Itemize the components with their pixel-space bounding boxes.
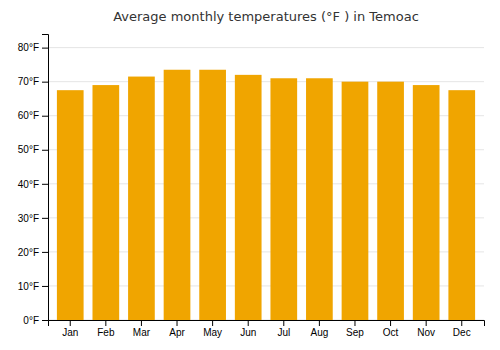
y-tick-label: 70°F — [18, 76, 39, 87]
x-tick: Mar — [133, 320, 151, 338]
bars — [57, 70, 475, 320]
x-axis-line — [49, 321, 485, 327]
y-tick: 50°F — [18, 144, 48, 155]
x-tick: Sep — [346, 320, 364, 338]
y-tick: 30°F — [18, 213, 48, 224]
x-tick-mark — [390, 320, 391, 326]
bar — [128, 77, 155, 320]
y-tick: 80°F — [18, 42, 48, 53]
x-tick-mark — [177, 320, 178, 326]
x-tick: Nov — [417, 320, 435, 338]
y-tick-mark — [42, 48, 48, 49]
bar — [57, 90, 84, 320]
x-tick-label: May — [203, 327, 222, 338]
y-tick-mark — [42, 286, 48, 287]
y-tick: 10°F — [18, 281, 48, 292]
x-tick-mark — [354, 320, 355, 326]
bar — [377, 82, 404, 320]
x-tick: Aug — [310, 320, 328, 338]
x-tick-label: Mar — [133, 327, 151, 338]
y-tick: 40°F — [18, 179, 48, 190]
x-tick-label: Nov — [417, 327, 435, 338]
title: Average monthly temperatures (°F ) in Te… — [113, 9, 419, 24]
y-tick-label: 10°F — [18, 281, 39, 292]
x-tick-mark — [283, 320, 284, 326]
bar — [92, 85, 119, 320]
x-tick-label: Jun — [240, 327, 256, 338]
y-tick: 60°F — [18, 110, 48, 121]
y-tick-label: 30°F — [18, 213, 39, 224]
y-tick-label: 50°F — [18, 144, 39, 155]
y-tick-mark — [42, 320, 48, 321]
x-tick-mark — [141, 320, 142, 326]
x-tick-mark — [212, 320, 213, 326]
x-tick-label: Feb — [97, 327, 115, 338]
y-tick-label: 40°F — [18, 179, 39, 190]
x-tick-label: Jul — [277, 327, 290, 338]
x-tick-mark — [426, 320, 427, 326]
x-tick-label: Aug — [310, 327, 328, 338]
x-tick-label: Dec — [453, 327, 471, 338]
x-tick-label: Sep — [346, 327, 364, 338]
bar — [413, 85, 440, 320]
bar — [448, 90, 475, 320]
x-tick-mark — [319, 320, 320, 326]
x-tick: Feb — [97, 320, 115, 338]
y-tick: 0°F — [23, 315, 48, 326]
grid-line — [48, 47, 484, 48]
y-tick: 70°F — [18, 76, 48, 87]
bar — [235, 75, 262, 320]
x-tick: Jan — [62, 320, 78, 338]
y-tick-mark — [42, 116, 48, 117]
x-tick-mark — [248, 320, 249, 326]
y-tick-label: 0°F — [23, 315, 39, 326]
y-tick-label: 20°F — [18, 247, 39, 258]
x-tick: Jul — [277, 320, 290, 338]
y-tick-mark — [42, 218, 48, 219]
y-tick-label: 60°F — [18, 110, 39, 121]
chart: 0°F 10°F 20°F 30°F 40°F 50°F 60°F 70°F 80°F Jan Fe… — [0, 0, 500, 350]
x-tick-mark — [461, 320, 462, 326]
bar — [199, 70, 226, 320]
y-axis: 0°F 10°F 20°F 30°F 40°F 50°F 60°F 70°F 80°F — [18, 35, 49, 326]
bar — [270, 78, 297, 320]
grid-line — [48, 81, 484, 82]
y-tick-label: 80°F — [18, 42, 39, 53]
bar — [164, 70, 191, 320]
y-tick-mark — [42, 82, 48, 83]
plot: 0°F 10°F 20°F 30°F 40°F 50°F 60°F 70°F 80°F Jan Fe… — [18, 35, 485, 339]
grid — [48, 48, 484, 320]
y-tick-mark — [42, 150, 48, 151]
x-tick: Oct — [383, 320, 399, 338]
x-tick: Dec — [453, 320, 471, 338]
x-tick: Apr — [169, 320, 185, 338]
y-tick-mark — [42, 252, 48, 253]
x-tick-mark — [70, 320, 71, 326]
x-tick-mark — [105, 320, 106, 326]
x-tick: May — [203, 320, 222, 338]
y-tick: 20°F — [18, 247, 48, 258]
bar — [306, 78, 333, 320]
bar — [342, 82, 369, 320]
y-tick-mark — [42, 184, 48, 185]
x-tick-label: Oct — [383, 327, 399, 338]
x-axis: Jan Feb Mar Apr May Jun Jul Aug Sep Oct Nov Dec — [49, 320, 485, 338]
x-tick: Jun — [240, 320, 256, 338]
x-tick-label: Apr — [169, 327, 185, 338]
y-axis-line — [42, 35, 49, 321]
x-tick-label: Jan — [62, 327, 78, 338]
